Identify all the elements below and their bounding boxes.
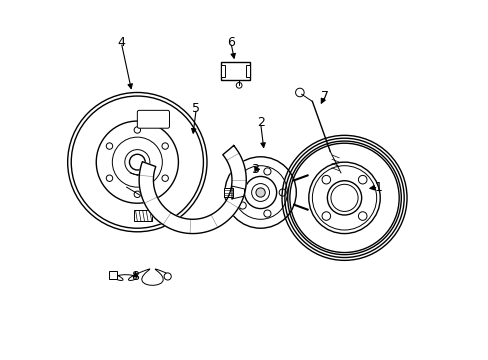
Circle shape: [255, 188, 264, 197]
Bar: [108, 271, 116, 279]
Polygon shape: [231, 186, 244, 199]
Text: 3: 3: [251, 163, 259, 176]
Text: 4: 4: [117, 36, 125, 49]
Polygon shape: [139, 145, 246, 234]
Text: 1: 1: [374, 181, 382, 194]
Circle shape: [129, 154, 145, 170]
Text: 5: 5: [192, 102, 200, 115]
Text: 7: 7: [320, 90, 328, 103]
Bar: [134, 210, 151, 221]
Polygon shape: [224, 188, 232, 197]
Text: 6: 6: [226, 36, 234, 49]
Bar: [246, 64, 249, 77]
Bar: [221, 64, 224, 77]
FancyBboxPatch shape: [137, 111, 169, 128]
Text: 2: 2: [256, 116, 264, 129]
Text: 8: 8: [131, 270, 139, 283]
Bar: [221, 62, 249, 80]
